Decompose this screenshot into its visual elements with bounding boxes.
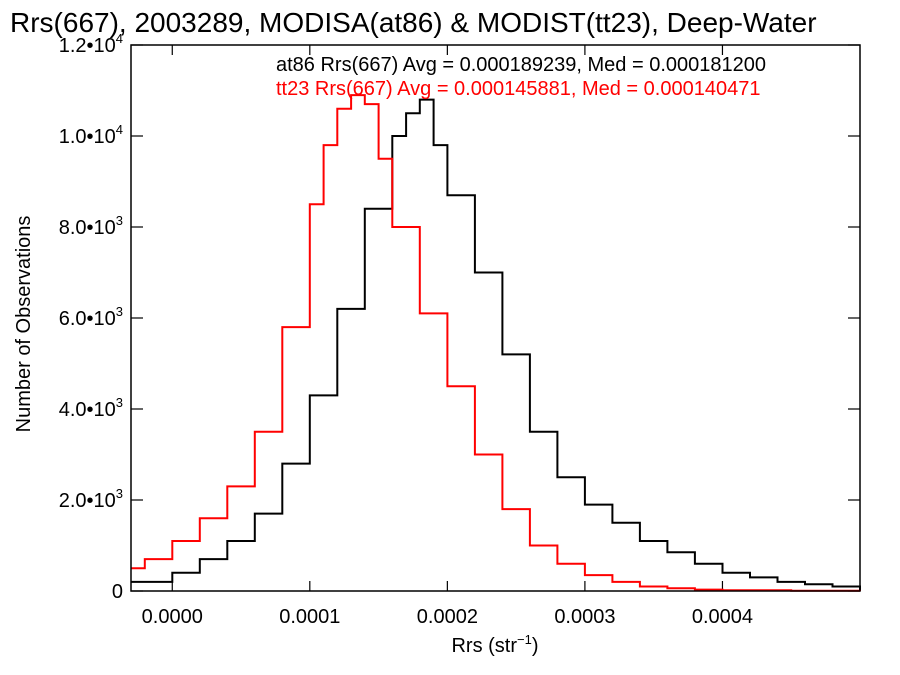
y-axis-title: Number of Observations	[13, 216, 35, 433]
y-tick-label: 1.2•104	[59, 31, 123, 57]
y-tick-label: 2.0•103	[59, 486, 123, 512]
y-tick-label: 1.0•104	[59, 122, 123, 148]
axis-ticks: 0.0000 0.0001 0.0002 0.0003 0.0004 0 2.0•103 4.…	[59, 31, 860, 628]
series-line-tt23	[131, 94, 861, 592]
legend-entry-tt23: tt23 Rrs(667) Avg = 0.000145881, Med = 0…	[276, 78, 760, 100]
svg-text:Number of Observations: Number of Observations	[13, 216, 35, 433]
x-tick-label: 0.0000	[142, 606, 203, 628]
x-tick-label: 0.0003	[554, 606, 615, 628]
x-tick-label: 0.0001	[279, 606, 340, 628]
x-axis-title: Rrs (str−1)	[451, 632, 538, 657]
legend: at86 Rrs(667) Avg = 0.000189239, Med = 0…	[276, 54, 766, 100]
y-tick-label: 4.0•103	[59, 395, 123, 421]
series-line-at86	[131, 98, 861, 591]
series-layer	[131, 94, 861, 592]
x-tick-label: 0.0004	[692, 606, 753, 628]
y-tick-label: 6.0•103	[59, 304, 123, 330]
chart-title: Rrs(667), 2003289, MODISA(at86) & MODIST…	[10, 7, 817, 38]
legend-entry-at86: at86 Rrs(667) Avg = 0.000189239, Med = 0…	[276, 54, 766, 76]
x-tick-label: 0.0002	[417, 606, 478, 628]
plot-frame	[130, 44, 861, 592]
y-tick-label: 0	[112, 581, 123, 603]
y-tick-label: 8.0•103	[59, 213, 123, 239]
